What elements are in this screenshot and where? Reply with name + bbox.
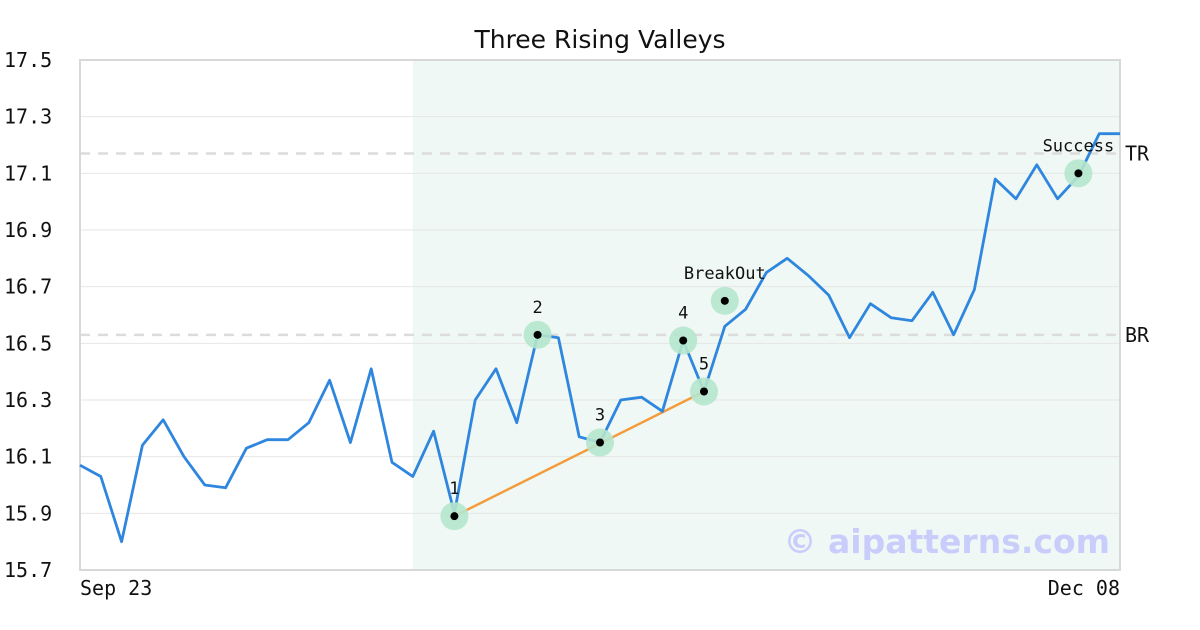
pattern-points-layer: 1 2 3 4 5 BreakOut Success xyxy=(440,136,1115,531)
y-tick-label: 17.1 xyxy=(4,161,52,185)
pattern-point xyxy=(679,336,688,345)
pattern-point-label: 1 xyxy=(449,479,459,499)
reference-line-label: TR xyxy=(1125,142,1150,166)
pattern-point-label: 3 xyxy=(595,406,605,426)
y-tick-label: 16.1 xyxy=(4,445,52,469)
y-tick-label: 15.9 xyxy=(4,501,52,525)
y-tick-label: 16.7 xyxy=(4,275,52,299)
pattern-point xyxy=(720,296,729,305)
pattern-point-label: BreakOut xyxy=(684,264,766,284)
pattern-point xyxy=(1074,169,1083,178)
chart-title: Three Rising Valleys xyxy=(473,25,725,54)
pattern-point-label: 2 xyxy=(532,298,542,318)
y-tick-label: 16.9 xyxy=(4,218,52,242)
reference-line-label: BR xyxy=(1125,323,1150,347)
pattern-point xyxy=(700,387,708,396)
y-tick-label: 16.3 xyxy=(4,388,52,412)
axis-layer: 15.7 15.9 16.1 16.3 16.5 16.7 16.9 17.1 17.3 17.5… xyxy=(4,48,1121,600)
pattern-point-label: 4 xyxy=(678,304,688,324)
y-tick-label: 15.7 xyxy=(4,558,52,582)
plot-frame xyxy=(79,59,1121,571)
y-tick-label: 16.5 xyxy=(4,331,52,355)
x-tick-label: Dec 08 xyxy=(1048,576,1120,600)
x-tick-label: Sep 23 xyxy=(80,576,152,600)
pattern-point xyxy=(450,512,459,521)
pattern-point-label: Success xyxy=(1043,136,1115,156)
highlight-region-layer xyxy=(412,60,1120,570)
reference-lines-layer: TR BR xyxy=(80,142,1150,347)
highlight-region xyxy=(412,60,1120,570)
pattern-point xyxy=(596,438,604,447)
pattern-point xyxy=(533,330,542,339)
y-tick-label: 17.5 xyxy=(4,48,52,72)
watermark: © aipatterns.com xyxy=(784,522,1110,561)
pattern-point-label: 5 xyxy=(699,355,709,375)
y-tick-label: 17.3 xyxy=(4,105,52,129)
